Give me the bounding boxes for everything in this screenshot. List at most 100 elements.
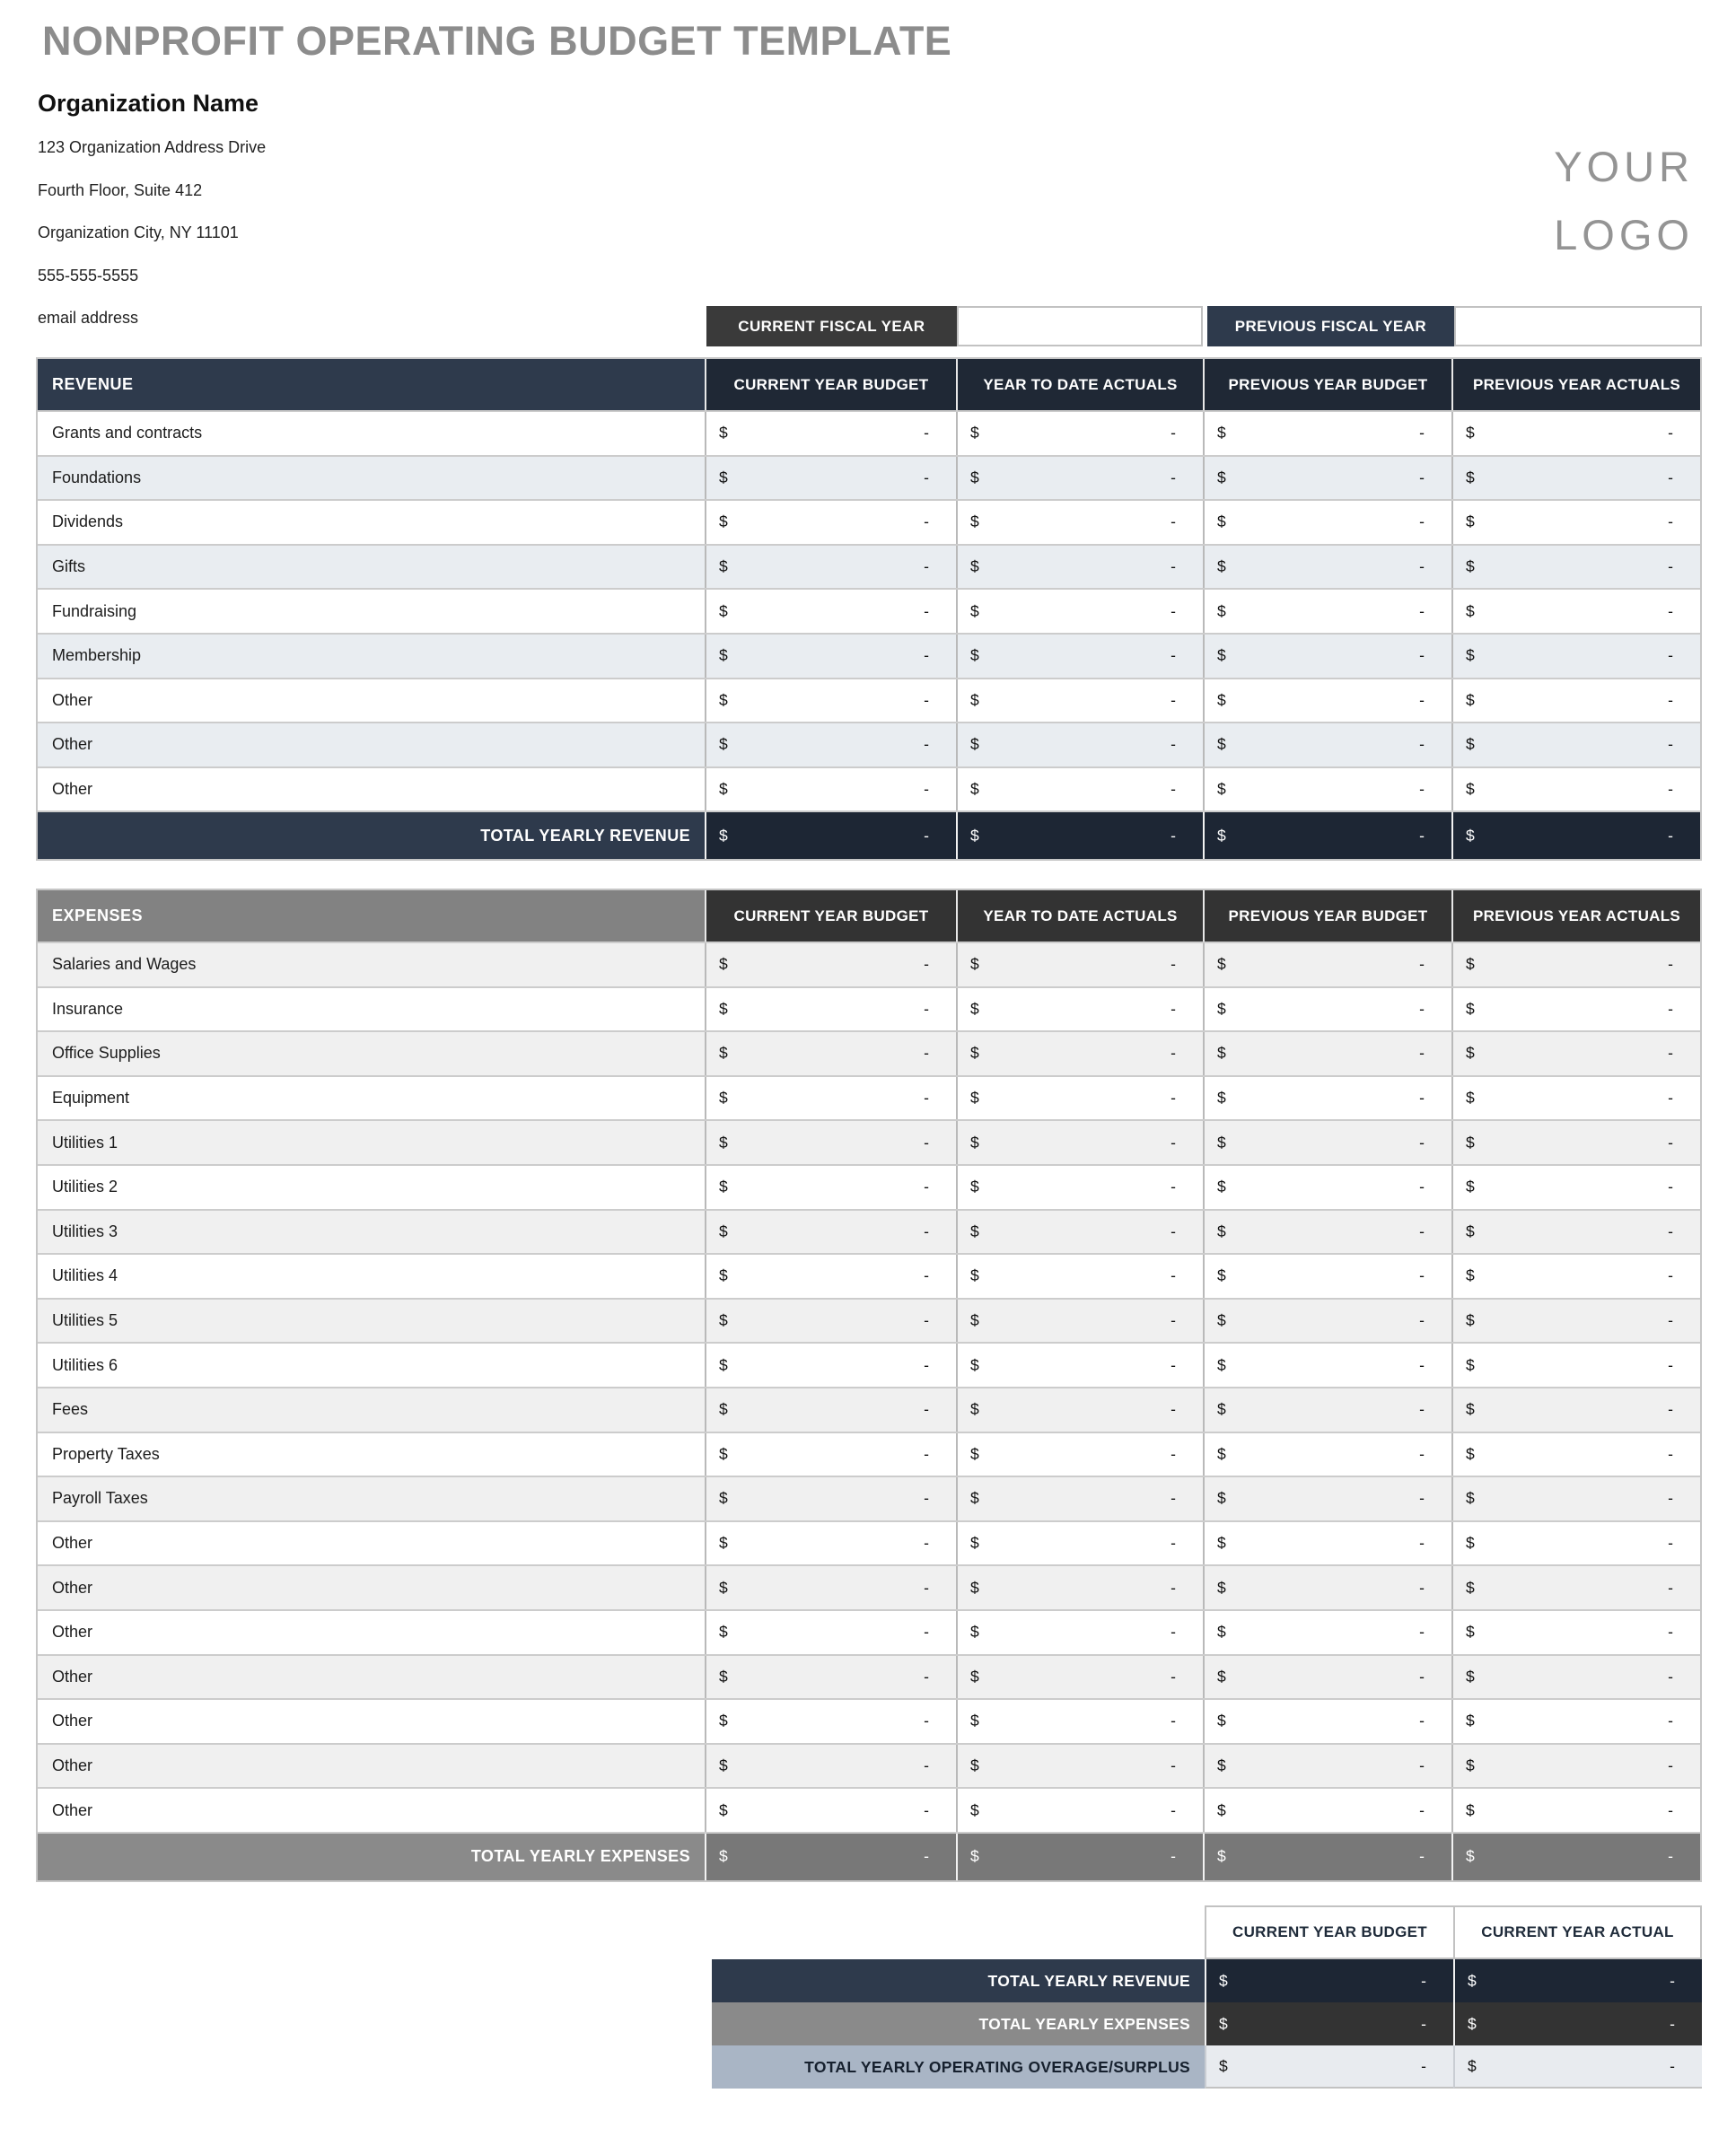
amount-cell[interactable]: $ -	[956, 1032, 1203, 1075]
amount-cell[interactable]: $ -	[1451, 1432, 1700, 1476]
amount-cell[interactable]: $ -	[956, 545, 1203, 589]
summary-amount-cell[interactable]: $ -	[1205, 1959, 1453, 2002]
amount-cell[interactable]: $ -	[705, 1610, 956, 1654]
amount-cell[interactable]: $ -	[1203, 412, 1451, 455]
amount-cell[interactable]: $ -	[705, 1789, 956, 1832]
amount-cell[interactable]: $ -	[1451, 943, 1700, 986]
amount-cell[interactable]: $ -	[956, 412, 1203, 455]
amount-cell[interactable]: $ -	[1203, 1521, 1451, 1565]
amount-cell[interactable]: $ -	[1203, 767, 1451, 811]
amount-cell[interactable]: $ -	[1451, 1655, 1700, 1699]
amount-cell[interactable]: $ -	[956, 501, 1203, 544]
amount-cell[interactable]: $ -	[956, 1299, 1203, 1343]
amount-cell[interactable]: $ -	[1451, 679, 1700, 723]
amount-cell[interactable]: $ -	[1203, 634, 1451, 678]
amount-cell[interactable]: $ -	[956, 1344, 1203, 1387]
amount-cell[interactable]: $ -	[1203, 501, 1451, 544]
amount-cell[interactable]: $ -	[705, 1344, 956, 1387]
amount-cell[interactable]: $ -	[1451, 1477, 1700, 1520]
amount-cell[interactable]: $ -	[705, 1744, 956, 1788]
amount-cell[interactable]: $ -	[1451, 634, 1700, 678]
amount-cell[interactable]: $ -	[1203, 1432, 1451, 1476]
amount-cell[interactable]: $ -	[1451, 501, 1700, 544]
amount-cell[interactable]: $ -	[705, 1833, 956, 1880]
amount-cell[interactable]: $ -	[705, 1477, 956, 1520]
amount-cell[interactable]: $ -	[956, 723, 1203, 766]
amount-cell[interactable]: $ -	[705, 1076, 956, 1120]
amount-cell[interactable]: $ -	[1451, 723, 1700, 766]
amount-cell[interactable]: $ -	[705, 987, 956, 1031]
amount-cell[interactable]: $ -	[1451, 590, 1700, 633]
amount-cell[interactable]: $ -	[1203, 1255, 1451, 1298]
amount-cell[interactable]: $ -	[1203, 1210, 1451, 1254]
amount-cell[interactable]: $ -	[1451, 545, 1700, 589]
current-fiscal-year-value[interactable]	[956, 306, 1203, 346]
summary-amount-cell[interactable]: $ -	[1205, 2002, 1453, 2045]
amount-cell[interactable]: $ -	[1451, 1255, 1700, 1298]
amount-cell[interactable]: $ -	[705, 943, 956, 986]
amount-cell[interactable]: $ -	[1203, 1477, 1451, 1520]
amount-cell[interactable]: $ -	[705, 1700, 956, 1743]
amount-cell[interactable]: $ -	[1451, 1032, 1700, 1075]
amount-cell[interactable]: $ -	[1203, 1076, 1451, 1120]
amount-cell[interactable]: $ -	[1451, 412, 1700, 455]
amount-cell[interactable]: $ -	[1203, 723, 1451, 766]
amount-cell[interactable]: $ -	[705, 679, 956, 723]
amount-cell[interactable]: $ -	[1203, 545, 1451, 589]
amount-cell[interactable]: $ -	[1451, 1121, 1700, 1164]
amount-cell[interactable]: $ -	[956, 1833, 1203, 1880]
amount-cell[interactable]: $ -	[1451, 812, 1700, 860]
amount-cell[interactable]: $ -	[956, 1789, 1203, 1832]
amount-cell[interactable]: $ -	[956, 1744, 1203, 1788]
amount-cell[interactable]: $ -	[1203, 1744, 1451, 1788]
amount-cell[interactable]: $ -	[1451, 1610, 1700, 1654]
amount-cell[interactable]: $ -	[1203, 1833, 1451, 1880]
amount-cell[interactable]: $ -	[1451, 1210, 1700, 1254]
summary-amount-cell[interactable]: $ -	[1453, 2045, 1702, 2089]
amount-cell[interactable]: $ -	[1203, 812, 1451, 860]
amount-cell[interactable]: $ -	[705, 1121, 956, 1164]
amount-cell[interactable]: $ -	[956, 1655, 1203, 1699]
amount-cell[interactable]: $ -	[956, 987, 1203, 1031]
amount-cell[interactable]: $ -	[1451, 1700, 1700, 1743]
amount-cell[interactable]: $ -	[1203, 1121, 1451, 1164]
amount-cell[interactable]: $ -	[705, 634, 956, 678]
amount-cell[interactable]: $ -	[705, 590, 956, 633]
amount-cell[interactable]: $ -	[956, 679, 1203, 723]
amount-cell[interactable]: $ -	[956, 1121, 1203, 1164]
amount-cell[interactable]: $ -	[1203, 1610, 1451, 1654]
amount-cell[interactable]: $ -	[956, 1521, 1203, 1565]
amount-cell[interactable]: $ -	[956, 1210, 1203, 1254]
amount-cell[interactable]: $ -	[705, 456, 956, 500]
amount-cell[interactable]: $ -	[1203, 1655, 1451, 1699]
amount-cell[interactable]: $ -	[1203, 1344, 1451, 1387]
amount-cell[interactable]: $ -	[705, 1566, 956, 1609]
amount-cell[interactable]: $ -	[1451, 1789, 1700, 1832]
amount-cell[interactable]: $ -	[705, 767, 956, 811]
amount-cell[interactable]: $ -	[1203, 1032, 1451, 1075]
amount-cell[interactable]: $ -	[956, 1477, 1203, 1520]
amount-cell[interactable]: $ -	[1203, 1165, 1451, 1209]
amount-cell[interactable]: $ -	[956, 1610, 1203, 1654]
summary-amount-cell[interactable]: $ -	[1205, 2045, 1453, 2089]
amount-cell[interactable]: $ -	[956, 1255, 1203, 1298]
amount-cell[interactable]: $ -	[956, 767, 1203, 811]
amount-cell[interactable]: $ -	[705, 812, 956, 860]
amount-cell[interactable]: $ -	[956, 590, 1203, 633]
amount-cell[interactable]: $ -	[1203, 943, 1451, 986]
amount-cell[interactable]: $ -	[956, 1432, 1203, 1476]
amount-cell[interactable]: $ -	[1451, 1744, 1700, 1788]
amount-cell[interactable]: $ -	[1451, 987, 1700, 1031]
amount-cell[interactable]: $ -	[956, 634, 1203, 678]
amount-cell[interactable]: $ -	[1451, 1388, 1700, 1432]
amount-cell[interactable]: $ -	[956, 1076, 1203, 1120]
amount-cell[interactable]: $ -	[956, 456, 1203, 500]
amount-cell[interactable]: $ -	[1203, 1299, 1451, 1343]
amount-cell[interactable]: $ -	[705, 1388, 956, 1432]
amount-cell[interactable]: $ -	[705, 1255, 956, 1298]
amount-cell[interactable]: $ -	[956, 1700, 1203, 1743]
amount-cell[interactable]: $ -	[1203, 590, 1451, 633]
amount-cell[interactable]: $ -	[1203, 987, 1451, 1031]
amount-cell[interactable]: $ -	[705, 412, 956, 455]
amount-cell[interactable]: $ -	[705, 1210, 956, 1254]
